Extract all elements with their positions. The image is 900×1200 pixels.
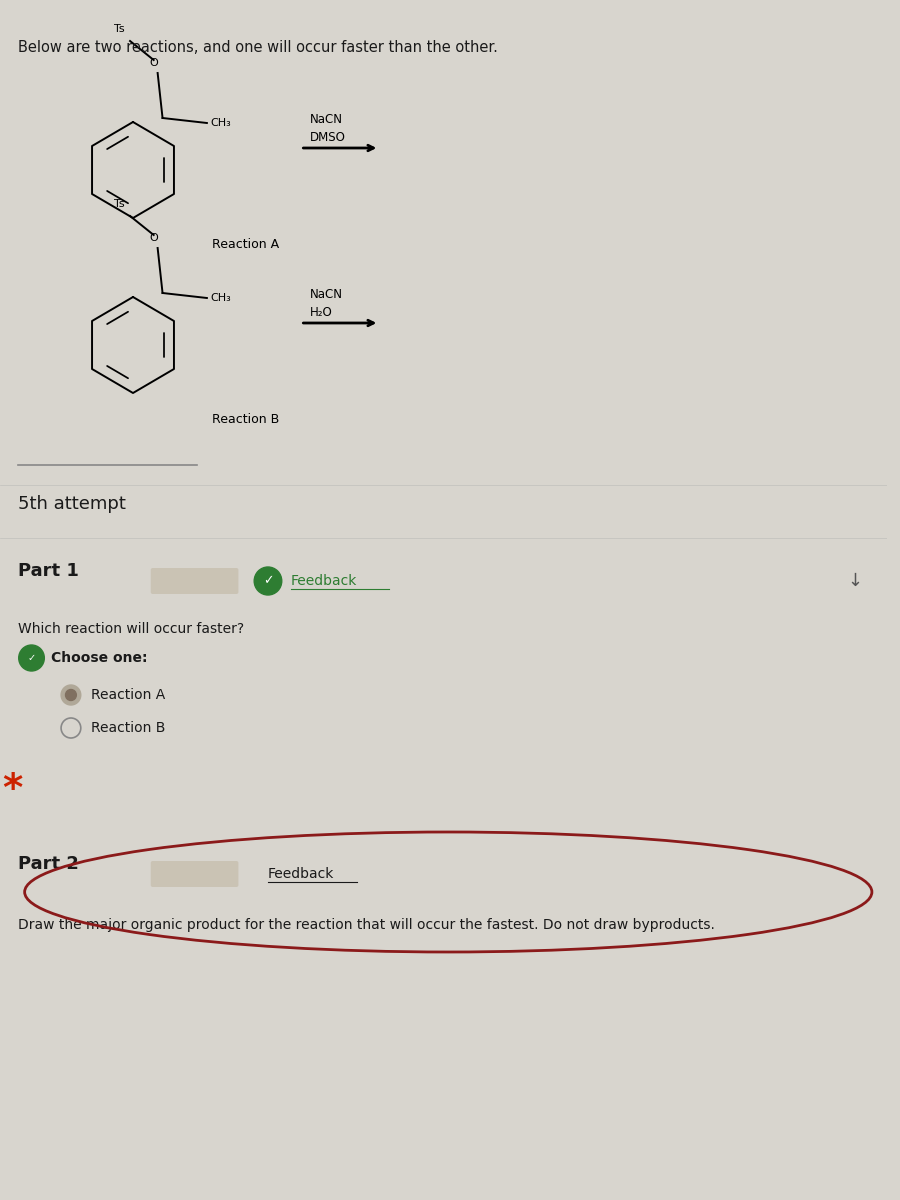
Text: Below are two reactions, and one will occur faster than the other.: Below are two reactions, and one will oc… xyxy=(18,40,498,55)
Text: NaCN: NaCN xyxy=(310,113,343,126)
Circle shape xyxy=(19,646,44,671)
Circle shape xyxy=(61,685,81,704)
FancyBboxPatch shape xyxy=(150,568,238,594)
Text: H₂O: H₂O xyxy=(310,306,333,319)
Text: Part 1: Part 1 xyxy=(18,562,78,580)
Text: 5th attempt: 5th attempt xyxy=(18,494,126,514)
Text: Part 2: Part 2 xyxy=(18,854,78,874)
Text: ✓: ✓ xyxy=(263,575,274,588)
FancyBboxPatch shape xyxy=(150,862,238,887)
Text: Feedback: Feedback xyxy=(291,574,357,588)
Text: *: * xyxy=(2,772,22,809)
Circle shape xyxy=(66,690,77,701)
Circle shape xyxy=(254,566,282,595)
Text: Draw the major organic product for the reaction that will occur the fastest. Do : Draw the major organic product for the r… xyxy=(18,918,715,932)
Text: Reaction A: Reaction A xyxy=(91,688,165,702)
Text: ↓: ↓ xyxy=(847,572,862,590)
Text: Feedback: Feedback xyxy=(268,866,334,881)
Text: DMSO: DMSO xyxy=(310,131,346,144)
Text: Ts: Ts xyxy=(114,199,125,209)
Text: O: O xyxy=(149,233,158,242)
Text: Reaction B: Reaction B xyxy=(212,413,279,426)
Text: Which reaction will occur faster?: Which reaction will occur faster? xyxy=(18,622,244,636)
Text: NaCN: NaCN xyxy=(310,288,343,301)
Text: Reaction B: Reaction B xyxy=(91,721,165,734)
Text: Ts: Ts xyxy=(114,24,125,34)
Text: Choose one:: Choose one: xyxy=(51,650,148,665)
Text: O: O xyxy=(149,58,158,68)
Text: CH₃: CH₃ xyxy=(211,293,231,302)
Text: ✓: ✓ xyxy=(28,653,36,662)
Text: Reaction A: Reaction A xyxy=(212,238,279,251)
Text: CH₃: CH₃ xyxy=(211,118,231,128)
